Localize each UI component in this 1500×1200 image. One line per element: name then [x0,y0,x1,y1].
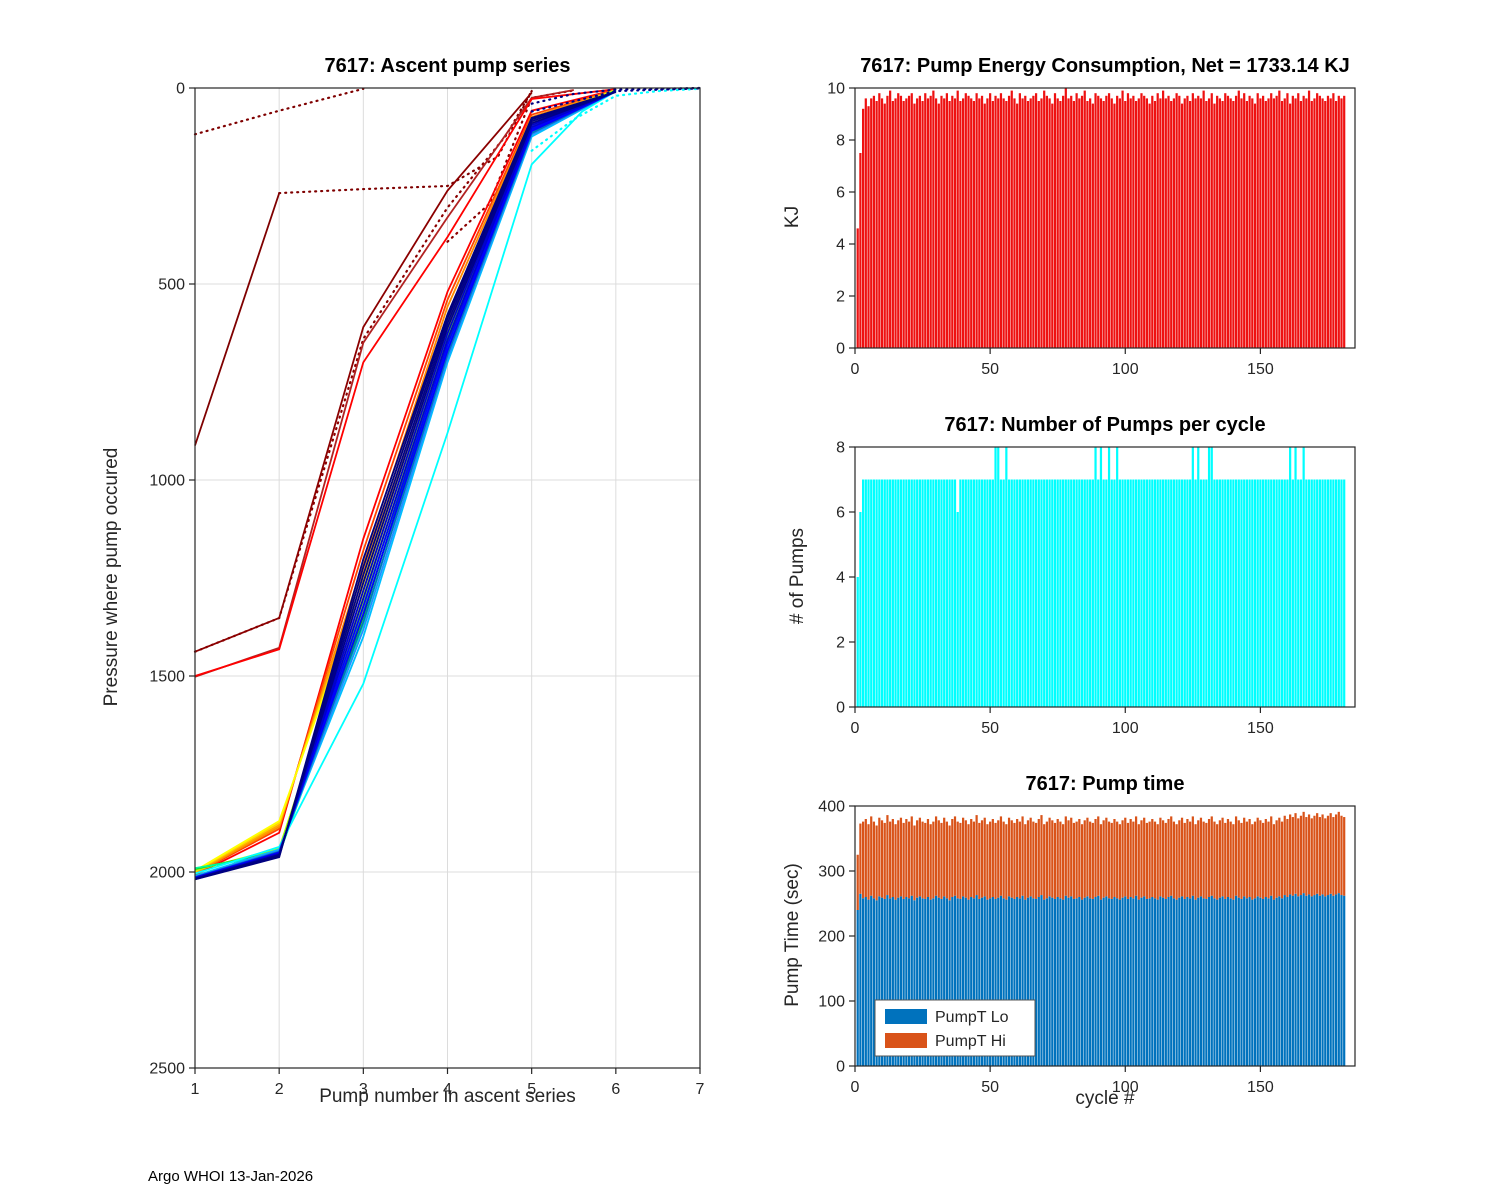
svg-text:2000: 2000 [149,865,185,882]
svg-text:1000: 1000 [149,473,185,490]
svg-text:0: 0 [851,361,860,378]
svg-text:PumpT Lo: PumpT Lo [935,1009,1009,1026]
pump-time-chart: 0 50 100 150 0 100 200 300 400 PumpT Lo PumpT Hi [818,799,1356,1096]
svg-text:150: 150 [1247,720,1274,737]
svg-text:6: 6 [836,185,845,202]
svg-text:100: 100 [1112,720,1139,737]
svg-text:PumpT Hi: PumpT Hi [935,1033,1006,1050]
svg-text:8: 8 [836,440,845,457]
figure-footer: Argo WHOI 13-Jan-2026 [148,1168,314,1185]
svg-text:100: 100 [818,994,845,1011]
pump-energy-chart: 0 50 100 150 0 2 4 6 8 10 [827,81,1356,378]
svg-text:2: 2 [836,635,845,652]
svg-text:2: 2 [836,289,845,306]
svg-text:2: 2 [275,1081,284,1098]
pumps-chart-title: 7617: Number of Pumps per cycle [944,414,1266,436]
svg-text:300: 300 [818,864,845,881]
svg-text:1500: 1500 [149,669,185,686]
svg-text:6: 6 [611,1081,620,1098]
ascent-chart-title: 7617: Ascent pump series [324,55,571,77]
svg-text:10: 10 [827,81,845,98]
svg-text:1: 1 [191,1081,200,1098]
svg-text:0: 0 [836,341,845,358]
svg-text:100: 100 [1112,1079,1139,1096]
svg-text:50: 50 [981,720,999,737]
svg-text:0: 0 [836,700,845,717]
svg-text:50: 50 [981,361,999,378]
svg-text:150: 150 [1247,1079,1274,1096]
svg-text:500: 500 [158,277,185,294]
pumps-per-cycle-chart: 0 50 100 150 0 2 4 6 8 [836,440,1356,737]
svg-text:7: 7 [696,1081,705,1098]
svg-text:5: 5 [527,1081,536,1098]
svg-text:4: 4 [443,1081,452,1098]
svg-text:150: 150 [1247,361,1274,378]
energy-chart-title: 7617: Pump Energy Consumption, Net = 173… [860,55,1350,77]
time-chart-title: 7617: Pump time [1025,773,1185,795]
svg-text:50: 50 [981,1079,999,1096]
svg-text:400: 400 [818,799,845,816]
svg-text:2500: 2500 [149,1061,185,1078]
svg-text:4: 4 [836,237,845,254]
svg-text:0: 0 [851,1079,860,1096]
ascent-x-axis-label: Pump number in ascent series [319,1086,576,1107]
svg-text:100: 100 [1112,361,1139,378]
svg-text:3: 3 [359,1081,368,1098]
svg-text:6: 6 [836,505,845,522]
time-x-axis-label: cycle # [1075,1088,1135,1109]
ascent-pump-series-chart: 1 2 3 4 5 6 7 0 500 1000 1500 2000 2500 [149,81,705,1099]
svg-text:0: 0 [836,1059,845,1076]
svg-text:200: 200 [818,929,845,946]
svg-text:0: 0 [851,720,860,737]
svg-text:8: 8 [836,133,845,150]
svg-text:4: 4 [836,570,845,587]
svg-text:0: 0 [176,81,185,98]
